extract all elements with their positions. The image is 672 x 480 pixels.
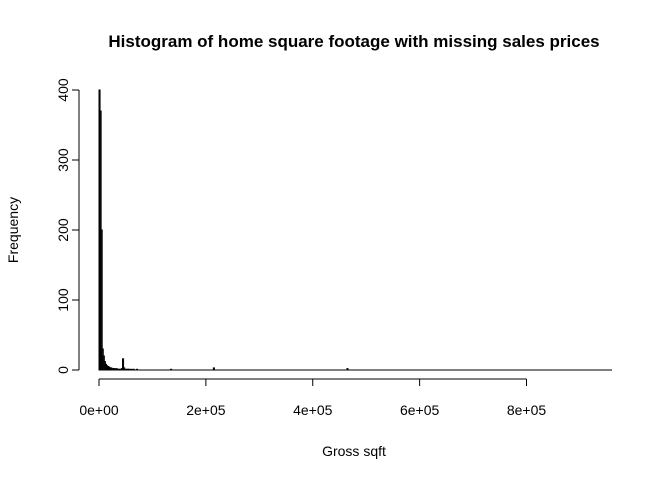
- y-tick-label: 300: [55, 148, 71, 172]
- y-tick-label: 0: [55, 366, 71, 374]
- x-tick-label: 8e+05: [507, 402, 547, 418]
- x-tick-label: 6e+05: [400, 402, 440, 418]
- y-axis-label: Frequency: [5, 197, 21, 263]
- x-tick-label: 0e+00: [79, 402, 119, 418]
- x-axis: 0e+00 2e+05 4e+05 6e+05 8e+05: [79, 378, 547, 418]
- histogram-bars: [98, 89, 612, 371]
- x-tick-label: 2e+05: [186, 402, 226, 418]
- x-tick-label: 4e+05: [293, 402, 333, 418]
- x-axis-label: Gross sqft: [322, 443, 386, 459]
- chart-title: Histogram of home square footage with mi…: [108, 32, 599, 51]
- y-tick-label: 100: [55, 288, 71, 312]
- y-tick-label: 400: [55, 78, 71, 102]
- y-tick-label: 200: [55, 218, 71, 242]
- y-axis: 0 100 200 300 400: [55, 78, 80, 374]
